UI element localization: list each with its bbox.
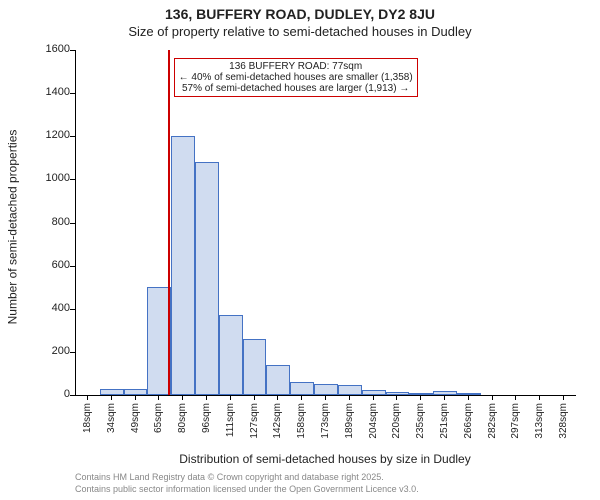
y-tick-mark [70, 395, 75, 396]
x-tick-mark [206, 395, 207, 400]
footnote-line-1: Contains HM Land Registry data © Crown c… [75, 472, 575, 482]
annotation-box: 136 BUFFERY ROAD: 77sqm ← 40% of semi-de… [174, 58, 418, 97]
x-tick-mark [492, 395, 493, 400]
y-tick-mark [70, 309, 75, 310]
x-tick-label: 127sqm [249, 403, 260, 453]
y-tick-label: 400 [20, 302, 70, 314]
histogram-bar [290, 382, 314, 395]
x-tick-mark [325, 395, 326, 400]
chart-subtitle: Size of property relative to semi-detach… [0, 24, 600, 39]
y-tick-mark [70, 136, 75, 137]
x-tick-mark [539, 395, 540, 400]
x-tick-mark [230, 395, 231, 400]
annotation-line-2: ← 40% of semi-detached houses are smalle… [179, 72, 413, 83]
reference-line [168, 50, 170, 395]
y-tick-mark [70, 266, 75, 267]
annotation-line-1: 136 BUFFERY ROAD: 77sqm [179, 61, 413, 72]
x-tick-label: 189sqm [344, 403, 355, 453]
y-tick-label: 1400 [20, 86, 70, 98]
histogram-bar [338, 385, 362, 395]
x-tick-label: 282sqm [487, 403, 498, 453]
x-tick-label: 204sqm [368, 403, 379, 453]
histogram-bar [219, 315, 243, 395]
y-axis-label: Number of semi-detached properties [6, 55, 20, 400]
x-tick-label: 173sqm [320, 403, 331, 453]
x-tick-mark [563, 395, 564, 400]
x-tick-label: 158sqm [296, 403, 307, 453]
y-tick-label: 1000 [20, 172, 70, 184]
x-tick-label: 96sqm [201, 403, 212, 453]
x-tick-mark [444, 395, 445, 400]
x-tick-label: 328sqm [558, 403, 569, 453]
histogram-bar [171, 136, 195, 395]
x-tick-label: 266sqm [463, 403, 474, 453]
x-tick-mark [254, 395, 255, 400]
y-tick-mark [70, 179, 75, 180]
y-tick-label: 0 [20, 388, 70, 400]
x-tick-mark [301, 395, 302, 400]
x-tick-mark [420, 395, 421, 400]
x-tick-mark [135, 395, 136, 400]
y-tick-mark [70, 352, 75, 353]
x-tick-label: 34sqm [106, 403, 117, 453]
x-tick-mark [111, 395, 112, 400]
x-tick-label: 49sqm [130, 403, 141, 453]
x-tick-mark [158, 395, 159, 400]
x-tick-label: 111sqm [225, 403, 236, 453]
y-tick-label: 200 [20, 345, 70, 357]
y-axis-label-container: Number of semi-detached properties [0, 50, 20, 395]
x-tick-label: 142sqm [272, 403, 283, 453]
x-tick-mark [468, 395, 469, 400]
x-tick-label: 18sqm [82, 403, 93, 453]
chart-root: 136, BUFFERY ROAD, DUDLEY, DY2 8JU Size … [0, 0, 600, 500]
histogram-bar [314, 384, 338, 395]
x-tick-mark [87, 395, 88, 400]
x-tick-label: 297sqm [510, 403, 521, 453]
x-tick-mark [396, 395, 397, 400]
x-axis-label: Distribution of semi-detached houses by … [75, 452, 575, 466]
x-tick-label: 313sqm [534, 403, 545, 453]
plot-area: 136 BUFFERY ROAD: 77sqm ← 40% of semi-de… [75, 50, 576, 396]
footnote-line-2: Contains public sector information licen… [75, 484, 575, 494]
histogram-bar [195, 162, 219, 395]
x-tick-mark [277, 395, 278, 400]
x-tick-label: 235sqm [415, 403, 426, 453]
annotation-line-3: 57% of semi-detached houses are larger (… [179, 83, 413, 94]
x-tick-label: 251sqm [439, 403, 450, 453]
y-tick-mark [70, 223, 75, 224]
histogram-bar [266, 365, 290, 395]
y-tick-label: 1200 [20, 129, 70, 141]
histogram-bar [243, 339, 267, 395]
x-tick-label: 65sqm [153, 403, 164, 453]
y-tick-label: 600 [20, 259, 70, 271]
chart-title: 136, BUFFERY ROAD, DUDLEY, DY2 8JU [0, 6, 600, 22]
x-tick-mark [373, 395, 374, 400]
y-tick-label: 1600 [20, 43, 70, 55]
y-tick-label: 800 [20, 216, 70, 228]
x-tick-mark [182, 395, 183, 400]
y-tick-mark [70, 50, 75, 51]
y-tick-mark [70, 93, 75, 94]
x-tick-mark [349, 395, 350, 400]
x-tick-label: 220sqm [391, 403, 402, 453]
x-tick-label: 80sqm [177, 403, 188, 453]
x-tick-mark [515, 395, 516, 400]
